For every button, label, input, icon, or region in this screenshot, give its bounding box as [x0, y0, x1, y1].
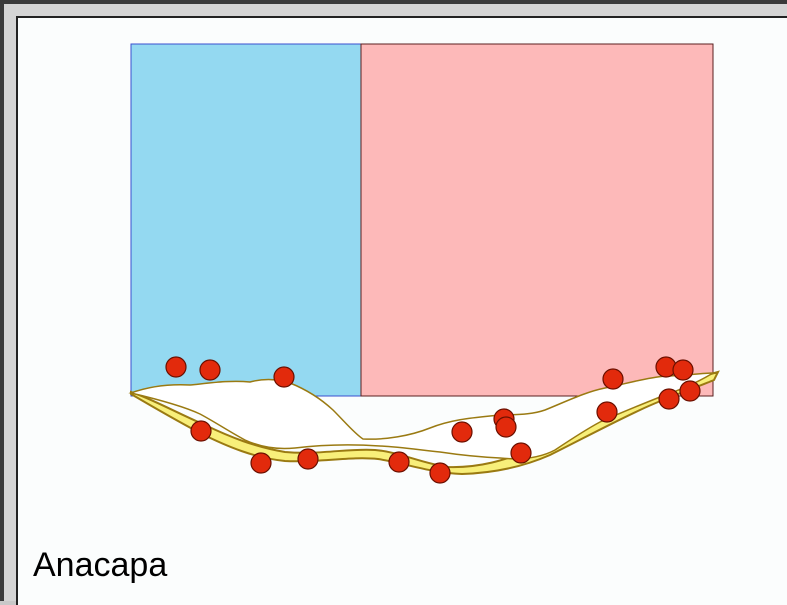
island-landmass[interactable] [128, 372, 716, 460]
site-marker[interactable] [429, 462, 451, 484]
site-marker[interactable] [596, 401, 618, 423]
east-zone-rect[interactable] [360, 43, 714, 397]
site-marker[interactable] [672, 359, 694, 381]
site-markers [165, 356, 701, 484]
site-marker[interactable] [495, 416, 517, 438]
west-zone-rect[interactable] [130, 43, 362, 397]
site-marker[interactable] [273, 366, 295, 388]
island-name-label: Anacapa [33, 546, 168, 584]
site-marker[interactable] [297, 448, 319, 470]
site-marker[interactable] [199, 359, 221, 381]
site-marker[interactable] [679, 380, 701, 402]
site-marker[interactable] [250, 452, 272, 474]
site-marker[interactable] [388, 451, 410, 473]
site-marker[interactable] [658, 388, 680, 410]
site-marker[interactable] [602, 368, 624, 390]
site-marker[interactable] [190, 420, 212, 442]
site-marker[interactable] [165, 356, 187, 378]
site-marker[interactable] [510, 442, 532, 464]
site-marker[interactable] [451, 421, 473, 443]
